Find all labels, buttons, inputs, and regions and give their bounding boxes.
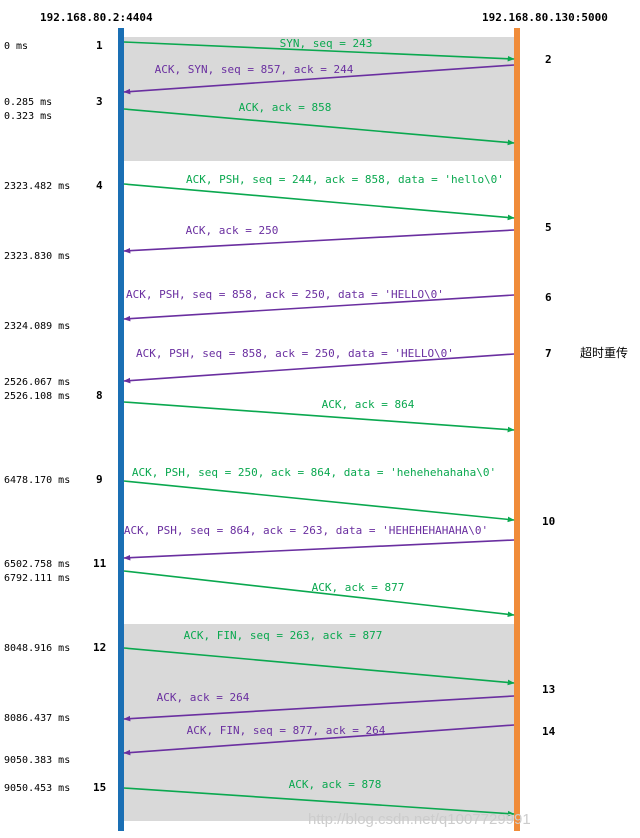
message-arrow-5 [123, 229, 515, 254]
message-label-1: SYN, seq = 243 [280, 37, 373, 50]
message-number-10: 10 [542, 515, 555, 528]
message-arrow-7 [123, 353, 515, 384]
message-arrow-15 [123, 787, 515, 817]
message-arrow-1 [123, 41, 515, 62]
message-arrow-11 [123, 570, 515, 618]
message-time-8: 2526.108 ms [4, 391, 70, 402]
message-label-12: ACK, FIN, seq = 263, ack = 877 [184, 629, 383, 642]
message-time-15: 9050.453 ms [4, 783, 70, 794]
message-label-9: ACK, PSH, seq = 250, ack = 864, data = '… [132, 466, 496, 479]
message-label-15: ACK, ack = 878 [289, 778, 382, 791]
message-number-11: 11 [93, 557, 107, 570]
message-arrow-6 [123, 294, 515, 322]
message-time-5: 2323.830 ms [4, 251, 70, 262]
message-label-5: ACK, ack = 250 [186, 224, 279, 237]
message-time-13: 8086.437 ms [4, 713, 70, 724]
message-number-15: 15 [93, 781, 106, 794]
message-label-10: ACK, PSH, seq = 864, ack = 263, data = '… [124, 524, 488, 537]
message-time-12: 8048.916 ms [4, 643, 70, 654]
message-label-13: ACK, ack = 264 [157, 691, 250, 704]
message-arrow-13 [123, 695, 515, 722]
message-arrow-9 [123, 480, 515, 523]
message-label-11: ACK, ack = 877 [312, 581, 405, 594]
message-number-14: 14 [542, 725, 556, 738]
message-label-3: ACK, ack = 858 [239, 101, 332, 114]
message-label-14: ACK, FIN, seq = 877, ack = 264 [187, 724, 386, 737]
message-number-4: 4 [96, 179, 103, 192]
message-arrow-8 [123, 401, 515, 433]
server-lifeline [514, 28, 520, 831]
message-arrow-10 [123, 539, 515, 561]
message-time-6: 2324.089 ms [4, 321, 70, 332]
client-host-label: 192.168.80.2:4404 [40, 11, 153, 24]
message-label-7: ACK, PSH, seq = 858, ack = 250, data = '… [136, 347, 454, 360]
message-number-6: 6 [545, 291, 552, 304]
message-number-13: 13 [542, 683, 555, 696]
message-time-4: 2323.482 ms [4, 181, 70, 192]
message-label-6: ACK, PSH, seq = 858, ack = 250, data = '… [126, 288, 444, 301]
message-number-2: 2 [545, 53, 552, 66]
message-arrow-4 [123, 183, 515, 221]
message-number-7: 7 [545, 347, 552, 360]
teardown-phase-shade [123, 624, 515, 821]
message-time-2: 0.285 ms [4, 97, 52, 108]
message-time-10: 6502.758 ms [4, 559, 70, 570]
message-number-1: 1 [96, 39, 103, 52]
message-time-3: 0.323 ms [4, 111, 52, 122]
handshake-phase-shade [123, 37, 515, 161]
message-arrow-12 [123, 647, 515, 686]
message-label-4: ACK, PSH, seq = 244, ack = 858, data = '… [186, 173, 504, 186]
message-number-8: 8 [96, 389, 103, 402]
retransmission-note: 超时重传 [580, 345, 628, 360]
message-number-5: 5 [545, 221, 552, 234]
message-time-7: 2526.067 ms [4, 377, 70, 388]
message-label-2: ACK, SYN, seq = 857, ack = 244 [155, 63, 354, 76]
message-label-8: ACK, ack = 864 [322, 398, 415, 411]
message-time-11: 6792.111 ms [4, 573, 70, 584]
message-arrow-2 [123, 64, 515, 95]
message-time-9: 6478.170 ms [4, 475, 70, 486]
message-number-12: 12 [93, 641, 106, 654]
message-arrow-3 [123, 108, 515, 146]
message-number-3: 3 [96, 95, 103, 108]
message-time-14: 9050.383 ms [4, 755, 70, 766]
message-number-9: 9 [96, 473, 103, 486]
client-lifeline [118, 28, 124, 831]
message-arrow-14 [123, 724, 515, 756]
server-host-label: 192.168.80.130:5000 [482, 11, 608, 24]
watermark-text: http://blog.csdn.net/q1007729991 [308, 811, 531, 828]
message-time-1: 0 ms [4, 41, 28, 52]
